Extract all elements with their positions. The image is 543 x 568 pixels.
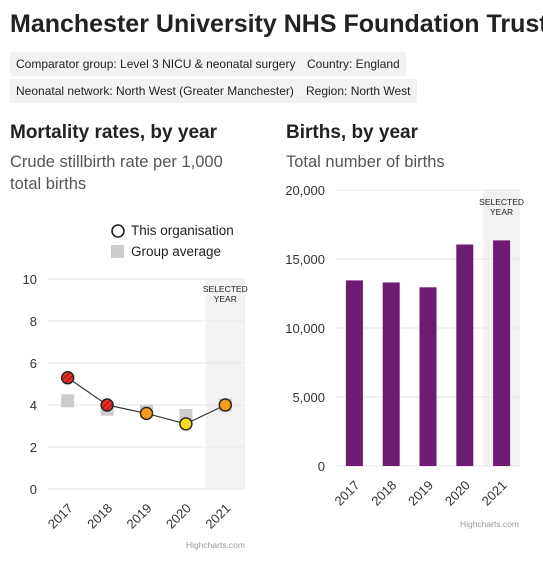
comparator-group-tag: Comparator group: Level 3 NICU & neonata… [10,52,302,76]
y-tick-label: 20,000 [286,183,325,198]
y-tick-label: 5,000 [292,390,325,405]
x-tick-label: 2020 [442,478,473,509]
births-bar [456,244,474,466]
x-tick-label: 2020 [163,501,194,532]
x-tick-label: 2021 [202,501,233,532]
y-tick-label: 6 [30,356,37,371]
x-tick-label: 2017 [331,478,362,509]
region-tag: Region: North West [300,79,417,103]
births-bar [419,287,437,466]
y-tick-label: 15,000 [286,252,325,267]
country-tag: Country: England [301,52,406,76]
mortality-chart: This organisation Group average SELECTED… [23,223,248,550]
selected-year-band [205,279,245,489]
selected-year-label: SELECTED [479,197,524,207]
this-organisation-point [218,398,233,412]
this-organisation-point [60,370,75,385]
x-tick-label: 2018 [368,478,399,509]
this-organisation-point [179,417,193,431]
this-organisation-point [139,406,154,421]
mortality-subtitle: Crude stillbirth rate per 1,000 total bi… [10,153,223,193]
mortality-heading: Mortality rates, by year [10,122,217,143]
y-tick-label: 10 [23,272,37,287]
x-tick-label: 2018 [84,501,115,532]
births-subtitle: Total number of births [286,153,445,171]
births-bar [382,282,400,466]
births-bar [493,240,511,466]
legend-this-organisation: This organisation [131,223,234,238]
legend-this-organisation-icon [111,224,125,238]
births-heading: Births, by year [286,122,418,143]
x-tick-label: 2017 [45,501,76,532]
y-tick-label: 8 [30,314,37,329]
y-tick-label: 2 [30,440,37,455]
selected-year-label: YEAR [214,294,237,304]
y-tick-label: 10,000 [286,321,325,336]
y-tick-label: 0 [30,482,37,497]
page-title: Manchester University NHS Foundation Tru… [10,10,543,38]
legend-group-average: Group average [131,244,221,259]
x-tick-label: 2021 [479,478,510,509]
selected-year-label: YEAR [490,207,513,217]
mortality-legend: This organisation Group average [111,223,234,259]
mortality-highcharts-credit: Highcharts.com [186,540,245,550]
legend-group-average-icon [111,245,124,258]
group-average-point [61,394,75,408]
births-bar [345,280,363,466]
y-tick-label: 0 [318,459,325,474]
x-tick-label: 2019 [405,478,436,509]
x-tick-label: 2019 [124,501,155,532]
neonatal-network-tag: Neonatal network: North West (Greater Ma… [10,79,300,103]
y-tick-label: 4 [30,398,37,413]
births-highcharts-credit: Highcharts.com [460,519,519,529]
selected-year-label: SELECTED [203,284,248,294]
this-organisation-point [100,398,114,412]
